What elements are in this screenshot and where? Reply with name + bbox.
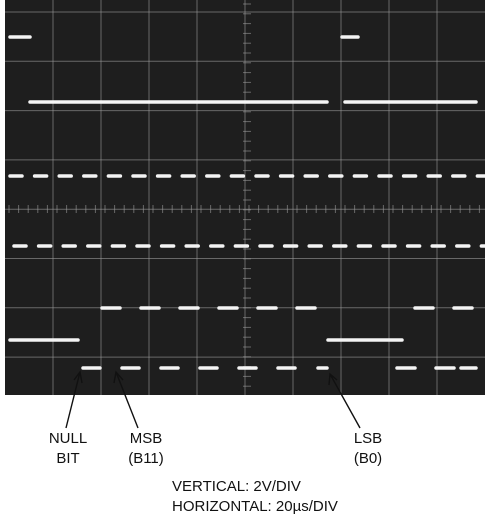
arrows — [65, 370, 361, 429]
label: MSB — [130, 430, 163, 447]
scale-label: HORIZONTAL: 20µs/DIV — [172, 498, 338, 515]
scale-label: VERTICAL: 2V/DIV — [172, 478, 301, 495]
traces — [8, 35, 485, 370]
arrow — [65, 370, 83, 429]
arrow — [328, 372, 361, 429]
graticule — [5, 0, 485, 395]
label: LSB — [354, 430, 382, 447]
label: (B0) — [354, 450, 382, 467]
label: NULL — [49, 430, 87, 447]
label: (B11) — [128, 450, 164, 467]
label: BIT — [56, 450, 79, 467]
arrow — [113, 370, 139, 429]
